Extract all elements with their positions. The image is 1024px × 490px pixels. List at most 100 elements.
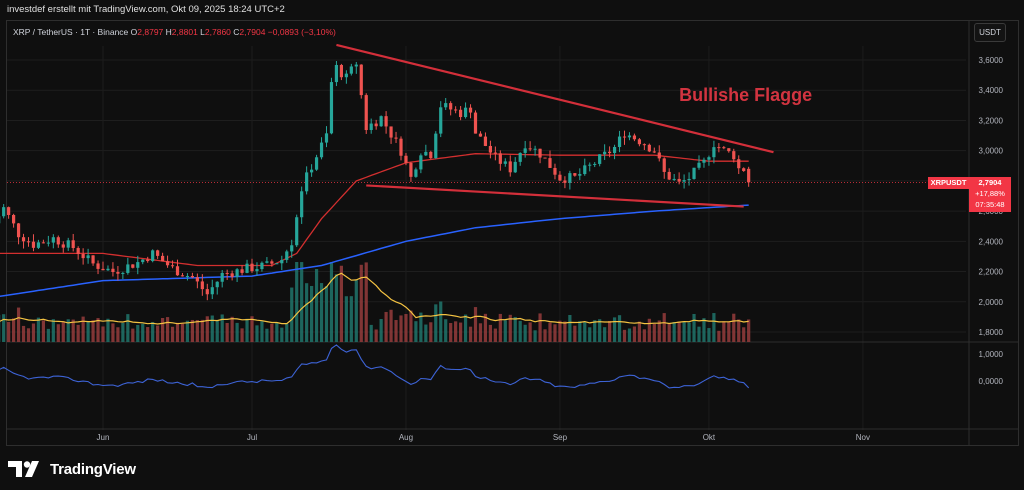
volume-bar xyxy=(250,316,254,342)
candle-body xyxy=(190,275,194,278)
candle-body xyxy=(141,259,145,263)
volume-bar xyxy=(314,268,319,342)
candle-body xyxy=(538,148,542,158)
candle-body xyxy=(185,275,190,277)
high-value: 2,8801 xyxy=(171,27,198,37)
candle-body xyxy=(165,261,170,266)
volume-bar xyxy=(334,274,339,342)
candle-body xyxy=(240,269,244,273)
currency-button[interactable]: USDT xyxy=(974,23,1006,42)
tradingview-logo-icon xyxy=(8,461,39,477)
candle-body xyxy=(354,64,358,67)
volume-bar xyxy=(518,320,522,342)
close-value: 2,7904 xyxy=(239,27,266,37)
candle-body xyxy=(81,254,85,259)
symbol-info: XRP / TetherUS · 1T · Binance xyxy=(13,27,129,37)
volume-bar xyxy=(642,329,646,342)
candle-body xyxy=(285,251,289,260)
volume-bar xyxy=(523,324,527,342)
volume-bar xyxy=(563,321,567,342)
candle-body xyxy=(379,116,383,127)
candle-body xyxy=(41,242,45,244)
volume-bar xyxy=(672,321,676,342)
volume-bar xyxy=(310,285,314,342)
volume-bar xyxy=(369,324,373,342)
candle-body xyxy=(180,275,185,277)
volume-bar xyxy=(444,319,448,342)
candle-body xyxy=(215,281,219,288)
volume-bar xyxy=(682,321,686,342)
candle-body xyxy=(51,237,55,243)
flag-upper-trendline xyxy=(336,43,774,154)
volume-bar xyxy=(414,321,418,342)
volume-bar xyxy=(384,311,388,342)
candle-body xyxy=(230,273,234,277)
candle-body xyxy=(235,269,239,277)
price-axis-tick: 2,4000 xyxy=(979,237,1004,246)
attribution-text: investdef erstellt mit TradingView.com, … xyxy=(7,4,285,15)
candle-body xyxy=(220,272,224,282)
candle-body xyxy=(121,272,125,274)
volume-bar xyxy=(131,328,135,342)
price-axis-tick: 3,4000 xyxy=(979,86,1004,95)
volume-bar xyxy=(647,318,651,342)
candle-body xyxy=(136,262,140,268)
candle-body xyxy=(687,178,691,181)
volume-bar xyxy=(612,317,617,342)
volume-bar xyxy=(558,320,562,342)
ma-red-line xyxy=(0,153,749,267)
tradingview-logo[interactable]: TradingView xyxy=(8,459,136,479)
candle-body xyxy=(612,146,617,154)
candle-body xyxy=(424,151,428,156)
candle-body xyxy=(483,136,488,146)
volume-bar xyxy=(543,329,547,342)
candle-body xyxy=(617,136,622,147)
volume-bar xyxy=(275,322,279,342)
candle-body xyxy=(588,164,592,166)
candle-body xyxy=(146,259,150,262)
candle-body xyxy=(161,255,165,262)
volume-bar xyxy=(300,262,304,342)
candle-body xyxy=(454,109,458,111)
candle-body xyxy=(737,159,741,169)
candle-body xyxy=(444,103,448,108)
volume-bar xyxy=(394,320,398,342)
price-axis-tick: 2,2000 xyxy=(979,268,1004,277)
volume-bar xyxy=(235,322,239,342)
candle-body xyxy=(200,281,204,290)
volume-bar xyxy=(727,321,731,342)
volume-bar xyxy=(528,322,532,342)
candle-body xyxy=(518,152,522,162)
volume-bar xyxy=(185,320,190,342)
volume-bar xyxy=(349,296,353,342)
volume-bar xyxy=(151,322,155,342)
oscillator-line xyxy=(0,344,750,389)
candle-body xyxy=(677,178,681,182)
price-tag-symbol: XRPUSDT xyxy=(928,177,969,189)
candle-body xyxy=(12,214,16,224)
volume-bar xyxy=(170,326,175,342)
volume-bar xyxy=(270,323,274,342)
volume-bar xyxy=(707,328,711,342)
volume-bar xyxy=(374,329,378,342)
candle-body xyxy=(384,116,388,127)
volume-bar xyxy=(652,323,656,342)
volume-bar xyxy=(280,327,284,342)
volume-bar xyxy=(61,321,65,342)
volume-bar xyxy=(379,318,383,342)
candle-body xyxy=(260,262,264,270)
volume-bar xyxy=(503,320,507,342)
candle-body xyxy=(563,180,567,183)
volume-bar xyxy=(41,320,45,342)
volume-bar xyxy=(86,321,90,342)
candle-body xyxy=(250,263,254,272)
price-axis-tick: 3,6000 xyxy=(979,56,1004,65)
candle-body xyxy=(573,173,577,176)
volume-bar xyxy=(91,320,95,342)
volume-bar xyxy=(533,330,537,342)
candle-body xyxy=(31,241,36,248)
candle-body xyxy=(205,289,209,295)
candle-body xyxy=(712,147,716,158)
candle-body xyxy=(439,107,443,134)
